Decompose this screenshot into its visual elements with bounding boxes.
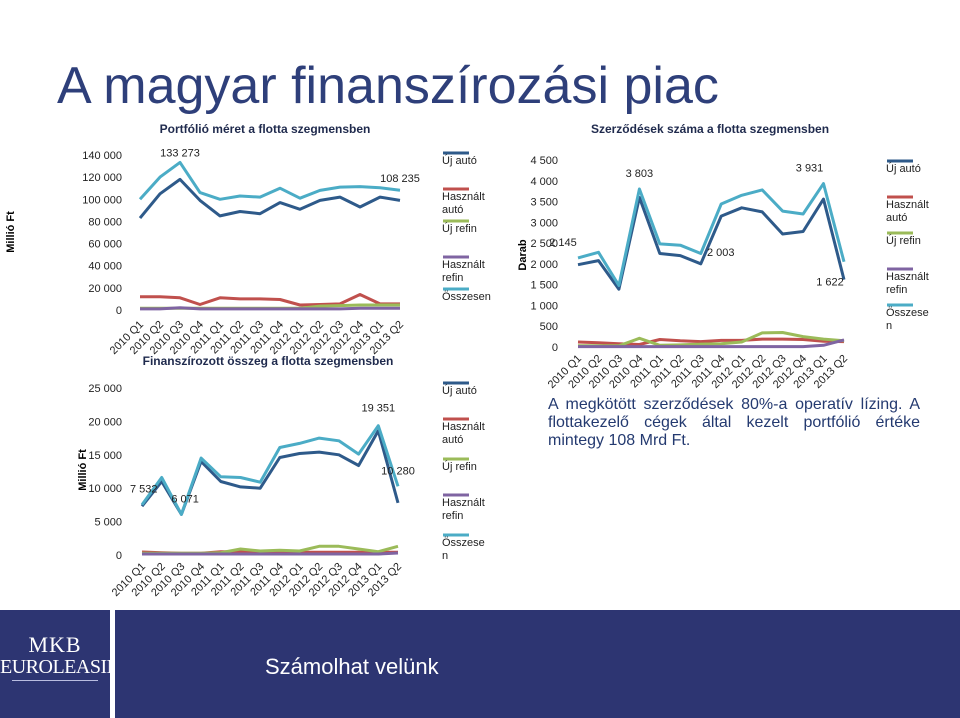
series-line: [142, 551, 399, 556]
footer: MKB EUROLEASING Számolhat velünk: [0, 610, 960, 718]
y-tick-label: 140 000: [82, 150, 122, 162]
y-tick-label: 20 000: [88, 283, 122, 295]
slide-title: A magyar finanszírozási piac: [57, 57, 719, 115]
data-label: 2 003: [707, 247, 735, 259]
data-label: 3 803: [626, 168, 654, 180]
legend-label: Összese: [442, 537, 485, 549]
y-tick-label: 3 000: [530, 217, 558, 229]
series-line: [138, 160, 401, 201]
legend-label: Új autó: [442, 384, 477, 397]
series-line: [140, 424, 400, 516]
series-line: [140, 293, 400, 307]
y-tick-label: 60 000: [88, 239, 122, 251]
legend-label: Új refin: [442, 460, 477, 473]
y-tick-label: 5 000: [94, 517, 122, 529]
y-tick-label: 3 500: [530, 197, 558, 209]
y-tick-label: 1 000: [530, 300, 558, 312]
y-tick-label: 100 000: [82, 194, 122, 206]
series-line: [578, 331, 845, 348]
portfolio-chart: Portfólió méret a flotta szegmensben Mill…: [5, 122, 491, 357]
legend-label: autó: [886, 212, 907, 224]
footer-slogan: Számolhat velünk: [265, 654, 439, 679]
series-line: [577, 182, 846, 287]
y-axis-label: Millió Ft: [77, 449, 89, 491]
y-axis-label: Millió Ft: [5, 211, 17, 253]
logo-euroleasing-text: EUROLEASING: [0, 656, 135, 678]
legend-label: Használt: [442, 259, 485, 271]
y-tick-label: 25 000: [88, 383, 122, 395]
y-tick-label: 500: [540, 321, 558, 333]
y-tick-label: 40 000: [88, 261, 122, 273]
chart-title: Portfólió méret a flotta szegmensben: [160, 122, 371, 136]
footer-banner: Számolhat velünk: [115, 610, 960, 718]
y-tick-label: 0: [116, 305, 122, 317]
legend-label: Használt: [442, 421, 485, 433]
series-line: [138, 177, 401, 220]
y-tick-label: 15 000: [88, 450, 122, 462]
series-line: [140, 306, 400, 311]
legend-label: refin: [886, 284, 907, 296]
legend-label: refin: [442, 510, 463, 522]
y-tick-label: 20 000: [88, 416, 122, 428]
legend-label: Új refin: [442, 222, 477, 235]
legend-label: Összesen: [442, 291, 491, 303]
financed-amount-chart: Finanszírozott összeg a flotta szegmensb…: [77, 354, 485, 599]
logo-mkb-text: MKB: [28, 632, 82, 657]
data-label: 10 280: [381, 465, 415, 477]
legend-label: Összese: [886, 307, 929, 319]
legend-label: Új refin: [886, 234, 921, 247]
series-line: [578, 338, 845, 349]
top-band: [0, 0, 960, 46]
legend-label: Új autó: [442, 154, 477, 167]
y-tick-label: 80 000: [88, 216, 122, 228]
data-label: 133 273: [160, 147, 200, 159]
y-tick-label: 0: [552, 342, 558, 354]
footer-logo-panel: MKB EUROLEASING: [0, 610, 135, 718]
y-tick-label: 2 500: [530, 238, 558, 250]
legend-label: Használt: [442, 497, 485, 509]
y-tick-label: 120 000: [82, 172, 122, 184]
y-tick-label: 4 000: [530, 176, 558, 188]
y-tick-label: 0: [116, 550, 122, 562]
legend-label: Használt: [886, 199, 929, 211]
data-label: 6 071: [171, 493, 199, 505]
y-tick-label: 2 000: [530, 259, 558, 271]
data-label: 7 532: [130, 484, 158, 496]
legend-label: autó: [442, 204, 463, 216]
data-label: 108 235: [380, 173, 420, 185]
chart-title: Szerződések száma a flotta szegmensben: [591, 122, 829, 136]
data-label: 1 622: [816, 277, 844, 289]
legend-label: refin: [442, 272, 463, 284]
legend-label: autó: [442, 434, 463, 446]
y-tick-label: 10 000: [88, 483, 122, 495]
summary-note: A megkötött szerződések 80%-a operatív l…: [548, 396, 920, 449]
contracts-chart: Szerződések száma a flotta szegmensben Da…: [517, 122, 929, 391]
legend-label: Használt: [442, 191, 485, 203]
legend-label: n: [886, 320, 892, 332]
data-label: 19 351: [361, 403, 395, 415]
legend-label: Új autó: [886, 162, 921, 175]
data-label: 3 931: [796, 163, 824, 175]
y-tick-label: 4 500: [530, 155, 558, 167]
y-tick-label: 1 500: [530, 280, 558, 292]
chart-title: Finanszírozott összeg a flotta szegmensb…: [143, 354, 394, 368]
legend-label: n: [442, 550, 448, 562]
logo-divider: [12, 680, 98, 681]
data-label: 2 145: [549, 237, 577, 249]
y-axis-label: Darab: [517, 239, 529, 270]
legend-label: Használt: [886, 271, 929, 283]
